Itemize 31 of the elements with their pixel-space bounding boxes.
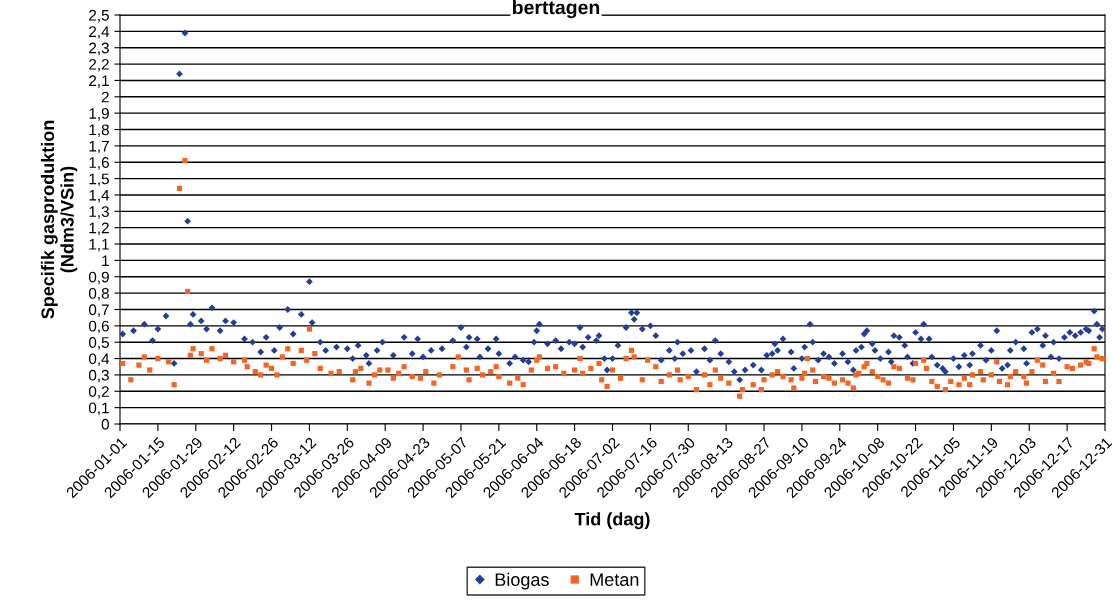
y-tick-label: 0,8 xyxy=(88,287,109,301)
y-axis-title: Specifik gasproduktion (Ndm3/VSin) xyxy=(40,120,78,319)
y-tick-label: 2,4 xyxy=(89,26,110,39)
y-tick-label: 2,3 xyxy=(89,42,109,56)
y-tick-label: 1,7 xyxy=(89,140,109,154)
y-tick-label: 1,2 xyxy=(89,222,109,236)
chart-title: berttagen xyxy=(512,0,600,19)
y-tick-label: 1,6 xyxy=(89,157,109,170)
y-tick-label: 2,1 xyxy=(89,75,109,88)
y-tick-label: 0,2 xyxy=(88,386,109,399)
y-tick-label: 0,3 xyxy=(88,369,109,383)
y-tick-label: 1,5 xyxy=(89,173,109,187)
legend-label: Metan xyxy=(590,573,639,586)
y-tick-label: 2,2 xyxy=(89,58,109,72)
y-tick-label: 2,5 xyxy=(89,9,109,23)
y-tick-label: 2 xyxy=(101,91,109,103)
y-tick-label: 0,9 xyxy=(88,271,109,285)
x-axis-title: Tid (dag) xyxy=(574,512,650,530)
y-tick-label: 1,9 xyxy=(89,108,109,121)
y-tick-label: 1,3 xyxy=(89,206,109,219)
y-tick-label: 0 xyxy=(101,418,109,430)
legend-label: Biogas xyxy=(495,572,549,590)
y-tick-label: 1,1 xyxy=(89,239,109,252)
y-tick-label: 1 xyxy=(102,255,109,266)
y-tick-label: 0,5 xyxy=(88,337,109,350)
y-tick-label: 0,4 xyxy=(88,353,110,367)
y-tick-label: 1,8 xyxy=(89,124,109,138)
y-tick-label: 0,6 xyxy=(88,320,109,334)
y-tick-label: 0,1 xyxy=(88,402,109,416)
y-tick-label: 1,4 xyxy=(89,189,110,203)
y-tick-label: 0,7 xyxy=(88,304,109,317)
